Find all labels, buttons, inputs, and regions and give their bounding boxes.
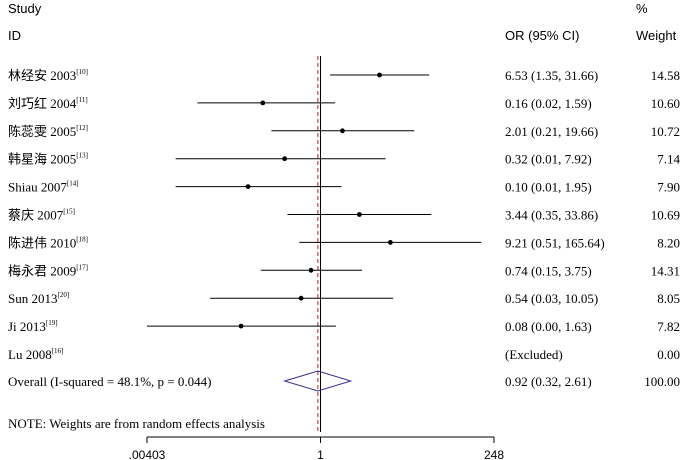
x-tick-label: .00403 xyxy=(129,448,166,460)
study-label: 陈进伟 2010[18] xyxy=(8,235,88,250)
study-name: 陈进伟 2010 xyxy=(8,235,76,250)
study-row: 刘巧红 2004[11] 0.16 (0.02, 1.59) 10.60 xyxy=(8,96,680,111)
study-reference: [20] xyxy=(57,291,69,299)
overall-row: Overall (I-squared = 48.1%, p = 0.044) 0.… xyxy=(8,370,680,392)
study-name: Lu 2008 xyxy=(8,347,52,362)
study-reference: [16] xyxy=(52,347,64,355)
ci-text: 0.32 (0.01, 7.92) xyxy=(505,152,592,167)
study-reference: [17] xyxy=(76,263,88,271)
study-name: 林经安 2003 xyxy=(8,68,76,83)
note-text: NOTE: Weights are from random effects an… xyxy=(8,416,265,431)
study-reference: [11] xyxy=(76,96,87,104)
study-name: 梅永君 2009 xyxy=(8,263,76,278)
study-label: 梅永君 2009[17] xyxy=(8,263,88,278)
point-estimate xyxy=(298,295,304,301)
study-reference: [13] xyxy=(76,152,88,160)
study-label: 林经安 2003[10] xyxy=(8,68,88,83)
study-row: 陈蕊雯 2005[12] 2.01 (0.21, 19.66) 10.72 xyxy=(8,124,680,139)
overall-ci-text: 0.92 (0.32, 2.61) xyxy=(505,374,592,389)
x-tick-label: 248 xyxy=(484,448,504,460)
header-pct: % xyxy=(636,1,648,16)
study-name: 韩星海 2005 xyxy=(8,152,76,167)
point-estimate xyxy=(387,240,393,245)
study-label: 韩星海 2005[13] xyxy=(8,152,88,167)
study-label: Sun 2013[20] xyxy=(8,291,69,306)
study-name: 刘巧红 2004 xyxy=(8,96,77,111)
study-row: 梅永君 2009[17] 0.74 (0.15, 3.75) 14.31 xyxy=(8,263,680,278)
point-estimate xyxy=(282,156,288,162)
study-rows: 林经安 2003[10] 6.53 (1.35, 31.66) 14.58 刘巧红 2… xyxy=(8,68,681,362)
header-or: OR (95% CI) xyxy=(505,28,579,43)
study-reference: [15] xyxy=(63,208,75,216)
ci-text: 0.10 (0.01, 1.95) xyxy=(505,180,592,195)
ci-text: 9.21 (0.51, 165.64) xyxy=(505,235,605,250)
point-estimate xyxy=(377,72,382,78)
weight-value: 7.14 xyxy=(657,152,680,167)
ci-text: (Excluded) xyxy=(505,347,563,362)
point-estimate xyxy=(245,184,251,190)
study-label: 陈蕊雯 2005[12] xyxy=(8,124,88,139)
study-row: 林经安 2003[10] 6.53 (1.35, 31.66) 14.58 xyxy=(8,68,680,83)
point-estimate xyxy=(340,128,345,134)
study-name: 蔡庆 2007 xyxy=(8,208,64,223)
study-name: Sun 2013 xyxy=(8,291,57,306)
study-reference: [12] xyxy=(76,124,88,132)
study-label: Lu 2008[16] xyxy=(8,347,63,362)
study-row: Shiau 2007[14] 0.10 (0.01, 1.95) 7.90 xyxy=(8,180,680,195)
x-tick-label: 1 xyxy=(317,448,324,460)
weight-value: 10.69 xyxy=(651,208,680,223)
ci-text: 3.44 (0.35, 33.86) xyxy=(505,208,598,223)
ci-text: 2.01 (0.21, 19.66) xyxy=(505,124,598,139)
study-reference: [14] xyxy=(67,180,79,188)
point-estimate xyxy=(260,100,266,106)
point-estimate xyxy=(356,212,362,217)
weight-value: 10.72 xyxy=(651,124,680,139)
study-label: Shiau 2007[14] xyxy=(8,180,79,195)
ci-text: 0.16 (0.02, 1.59) xyxy=(505,96,592,111)
study-reference: [19] xyxy=(46,319,58,327)
point-estimate xyxy=(308,267,314,273)
study-name: 陈蕊雯 2005 xyxy=(8,124,76,139)
study-row: Sun 2013[20] 0.54 (0.03, 10.05) 8.05 xyxy=(8,291,680,306)
point-estimate xyxy=(238,323,244,329)
weight-value: 14.31 xyxy=(651,263,680,278)
weight-value: 7.90 xyxy=(657,180,680,195)
ci-text: 0.08 (0.00, 1.63) xyxy=(505,319,592,334)
x-axis-ticks: .00403 1 248 xyxy=(129,437,504,460)
overall-diamond xyxy=(282,370,353,392)
study-row: Ji 2013[19] 0.08 (0.00, 1.63) 7.82 xyxy=(8,319,680,334)
ci-text: 0.74 (0.15, 3.75) xyxy=(505,263,592,278)
study-reference: [10] xyxy=(76,68,88,76)
weight-value: 8.05 xyxy=(657,291,680,306)
weight-value: 14.58 xyxy=(651,68,680,83)
study-row: 韩星海 2005[13] 0.32 (0.01, 7.92) 7.14 xyxy=(8,152,681,167)
study-row: 蔡庆 2007[15] 3.44 (0.35, 33.86) 10.69 xyxy=(8,208,680,223)
weight-value: 0.00 xyxy=(657,347,680,362)
overall-weight: 100.00 xyxy=(644,374,680,389)
study-label: 刘巧红 2004[11] xyxy=(8,96,88,111)
header-study: Study xyxy=(8,1,42,16)
weight-value: 7.82 xyxy=(657,319,680,334)
study-label: Ji 2013[19] xyxy=(8,319,58,334)
study-row: 陈进伟 2010[18] 9.21 (0.51, 165.64) 8.20 xyxy=(8,235,680,250)
ci-text: 0.54 (0.03, 10.05) xyxy=(505,291,598,306)
overall-label: Overall (I-squared = 48.1%, p = 0.044) xyxy=(8,374,211,389)
study-label: 蔡庆 2007[15] xyxy=(8,208,75,223)
study-name: Ji 2013 xyxy=(8,319,46,334)
study-row: Lu 2008[16] (Excluded) 0.00 xyxy=(8,347,680,362)
study-name: Shiau 2007 xyxy=(8,180,67,195)
study-reference: [18] xyxy=(76,235,88,243)
weight-value: 10.60 xyxy=(651,96,680,111)
ci-text: 6.53 (1.35, 31.66) xyxy=(505,68,598,83)
header-id: ID xyxy=(8,28,21,43)
weight-value: 8.20 xyxy=(657,235,680,250)
header-weight: Weight xyxy=(636,28,677,43)
